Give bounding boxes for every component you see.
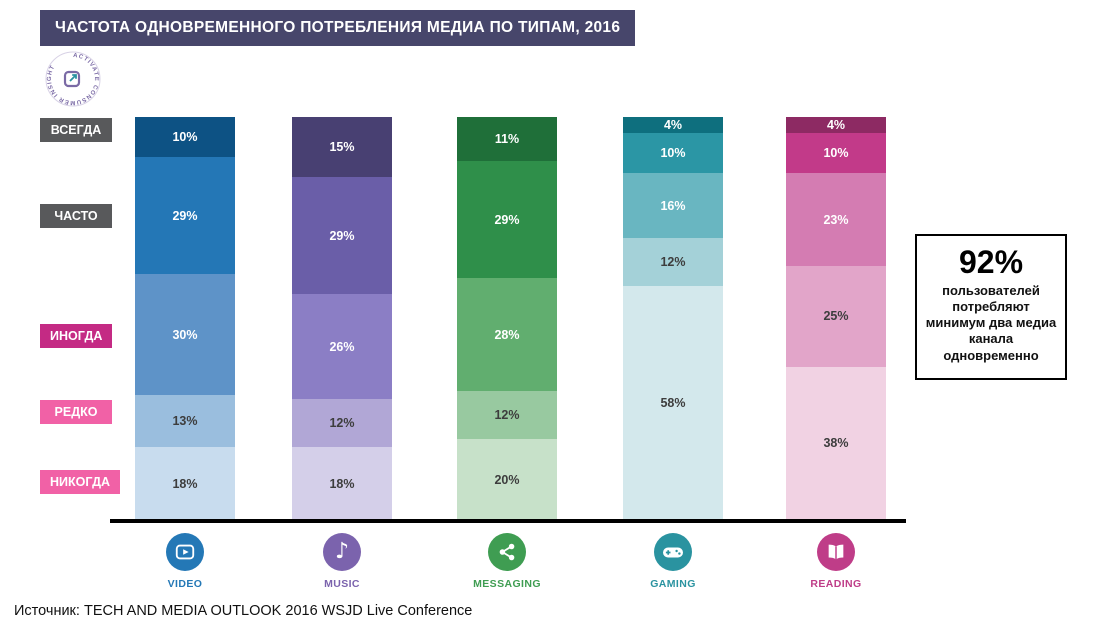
page-title: ЧАСТОТА ОДНОВРЕМЕННОГО ПОТРЕБЛЕНИЯ МЕДИА… xyxy=(40,10,636,46)
segment-gaming-иногда: 16% xyxy=(623,173,723,238)
segment-music-всегда: 15% xyxy=(292,117,392,178)
row-label-иногда: ИНОГДА xyxy=(40,324,113,348)
category-video: VIDEO xyxy=(135,533,235,590)
row-label-никогда: НИКОГДА xyxy=(40,470,121,494)
category-messaging: MESSAGING xyxy=(457,533,557,590)
row-label-редко: РЕДКО xyxy=(40,400,112,424)
segment-video-никогда: 18% xyxy=(135,447,235,520)
bar-video: 10% 29% 30% 13% 18% xyxy=(135,117,235,520)
music-icon: ♪ xyxy=(323,533,361,571)
segment-messaging-редко: 12% xyxy=(457,391,557,440)
segment-video-часто: 29% xyxy=(135,157,235,275)
activate-consumer-insight-logo: ACTIVATE CONSUMER INSIGHT xyxy=(44,50,102,108)
segment-gaming-часто: 10% xyxy=(623,133,723,174)
category-label-video: VIDEO xyxy=(167,578,203,590)
open-book-icon xyxy=(817,533,855,571)
segment-video-иногда: 30% xyxy=(135,274,235,396)
segment-gaming-редко: 12% xyxy=(623,237,723,287)
category-gaming: GAMING xyxy=(623,533,723,590)
bar-gaming: 4% 10% 16% 12% 58% xyxy=(623,117,723,520)
category-label-reading: READING xyxy=(810,578,862,590)
segment-messaging-всегда: 11% xyxy=(457,117,557,162)
chart-baseline xyxy=(110,519,906,523)
gamepad-icon xyxy=(654,533,692,571)
category-label-messaging: MESSAGING xyxy=(473,578,541,590)
video-icon xyxy=(166,533,204,571)
bar-reading: 4% 10% 23% 25% 38% xyxy=(786,117,886,520)
segment-reading-редко: 25% xyxy=(786,266,886,367)
segment-music-никогда: 18% xyxy=(292,447,392,520)
bar-messaging: 11% 29% 28% 12% 20% xyxy=(457,117,557,520)
row-label-всегда: ВСЕГДА xyxy=(40,118,112,142)
row-label-часто: ЧАСТО xyxy=(40,204,112,228)
share-icon xyxy=(488,533,526,571)
category-reading: READING xyxy=(786,533,886,590)
segment-reading-никогда: 38% xyxy=(786,366,886,520)
segment-messaging-никогда: 20% xyxy=(457,439,557,520)
logo-arrow-icon xyxy=(69,74,77,82)
segment-music-редко: 12% xyxy=(292,399,392,448)
category-label-gaming: GAMING xyxy=(650,578,696,590)
callout-value: 92% xyxy=(958,244,1024,280)
segment-reading-всегда: 4% xyxy=(786,117,886,134)
category-label-music: MUSIC xyxy=(324,578,360,590)
segment-music-иногда: 26% xyxy=(292,294,392,400)
segment-reading-иногда: 23% xyxy=(786,173,886,267)
segment-music-часто: 29% xyxy=(292,177,392,295)
logo-mark xyxy=(63,70,81,88)
segment-messaging-часто: 29% xyxy=(457,161,557,279)
source-note: Источник: TECH AND MEDIA OUTLOOK 2016 WS… xyxy=(14,603,473,619)
segment-messaging-иногда: 28% xyxy=(457,278,557,392)
logo-svg: ACTIVATE CONSUMER INSIGHT xyxy=(45,51,101,107)
callout-text: пользователей потребляют минимум два мед… xyxy=(925,282,1057,363)
segment-video-редко: 13% xyxy=(135,395,235,448)
bar-music: 15% 29% 26% 12% 18% xyxy=(292,117,392,520)
segment-video-всегда: 10% xyxy=(135,117,235,158)
segment-reading-часто: 10% xyxy=(786,133,886,174)
segment-gaming-никогда: 58% xyxy=(623,286,723,520)
callout-box: 92% пользователей потребляют минимум два… xyxy=(915,234,1067,380)
category-music: ♪ MUSIC xyxy=(292,533,392,590)
segment-gaming-всегда: 4% xyxy=(623,117,723,134)
